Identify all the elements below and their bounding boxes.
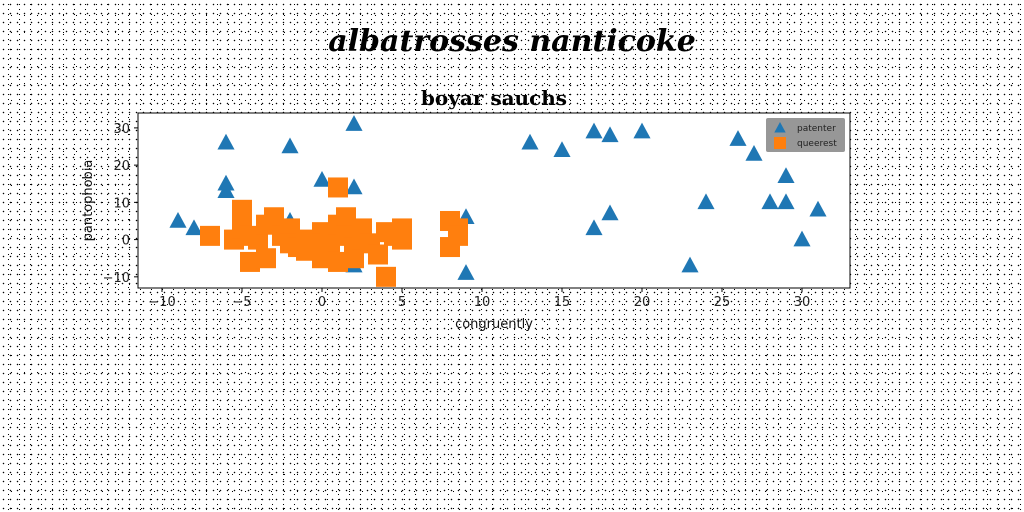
x-tick-label: 15 xyxy=(554,295,571,310)
x-tick-label: −5 xyxy=(232,295,251,310)
square-marker xyxy=(344,248,364,269)
triangle-marker xyxy=(281,137,299,154)
square-marker xyxy=(368,244,388,265)
triangle-marker xyxy=(217,182,235,198)
y-tick-label: 0 xyxy=(122,234,130,249)
chart-title: boyar sauchs xyxy=(421,86,567,110)
triangle-marker xyxy=(345,115,363,131)
square-marker xyxy=(328,177,348,198)
triangle-marker xyxy=(745,144,763,161)
triangle-marker xyxy=(217,133,235,150)
square-marker xyxy=(232,199,252,220)
triangle-marker xyxy=(777,193,795,210)
x-tick-label: 10 xyxy=(474,295,491,310)
square-marker xyxy=(264,207,284,228)
triangle-marker xyxy=(585,122,603,139)
triangle-marker xyxy=(633,122,651,139)
x-tick-label: 25 xyxy=(714,295,731,310)
series-queerest xyxy=(200,177,468,287)
triangle-marker xyxy=(553,141,571,157)
square-marker xyxy=(336,207,356,228)
y-axis: −10 0 10 20 30 xyxy=(103,122,138,286)
legend-square-marker xyxy=(774,137,786,149)
triangle-marker xyxy=(793,230,811,247)
plot-markers xyxy=(169,115,827,287)
square-marker xyxy=(296,240,316,261)
square-marker xyxy=(448,225,468,246)
triangle-marker xyxy=(601,126,619,143)
x-tick-label: −10 xyxy=(148,295,175,310)
y-tick-label: −10 xyxy=(103,271,130,286)
x-tick-label: 0 xyxy=(318,295,326,310)
x-axis: −10 −5 0 5 10 15 20 25 30 xyxy=(148,288,810,310)
x-tick-label: 20 xyxy=(634,295,651,310)
legend-triangle-marker xyxy=(774,122,786,133)
y-tick-label: 10 xyxy=(113,196,130,211)
plot-area xyxy=(137,112,851,289)
x-tick-label: 5 xyxy=(398,295,406,310)
triangle-marker xyxy=(313,171,331,187)
square-marker xyxy=(200,225,220,246)
square-marker xyxy=(256,248,276,269)
legend-label: patenter xyxy=(797,124,836,134)
figure-suptitle: albatrosses nanticoke xyxy=(328,24,696,59)
triangle-marker xyxy=(457,264,475,280)
triangle-marker xyxy=(681,256,699,273)
triangle-marker xyxy=(761,193,779,210)
triangle-marker xyxy=(169,211,187,228)
x-axis-label: congruently xyxy=(455,317,533,332)
triangle-marker xyxy=(809,200,827,217)
triangle-marker xyxy=(697,193,715,210)
square-marker xyxy=(376,266,396,287)
square-marker xyxy=(328,251,348,272)
triangle-marker xyxy=(729,130,747,146)
y-tick-label: 20 xyxy=(113,159,130,174)
triangle-marker xyxy=(585,219,603,236)
triangle-marker xyxy=(601,204,619,221)
square-marker xyxy=(392,229,412,250)
x-tick-label: 30 xyxy=(794,295,811,310)
y-tick-label: 30 xyxy=(113,122,130,137)
square-marker xyxy=(240,251,260,272)
y-axis-label: pantophobia xyxy=(81,160,96,242)
triangle-marker xyxy=(185,219,203,236)
triangle-marker xyxy=(777,167,795,184)
legend-label: queerest xyxy=(797,139,837,149)
triangle-marker xyxy=(345,178,363,195)
triangle-marker xyxy=(521,133,539,150)
legend: patenter queerest xyxy=(766,118,845,152)
